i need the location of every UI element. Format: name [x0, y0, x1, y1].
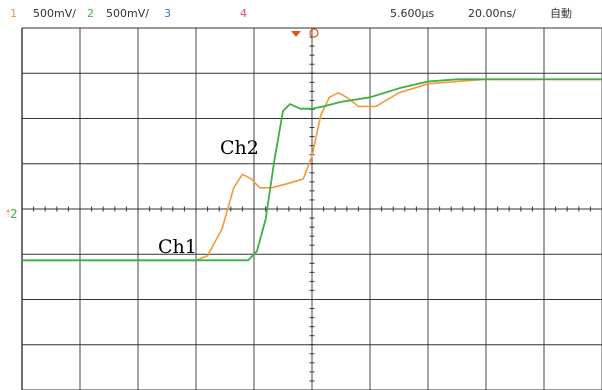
ch1-number: 1	[10, 7, 17, 20]
trigger-delay-icon	[309, 28, 319, 38]
ch2-annotation: Ch2	[220, 137, 259, 159]
trace-ch2	[22, 78, 602, 262]
trigger-position-icon	[291, 31, 301, 37]
ground-marker-label: 2	[10, 207, 18, 221]
time-offset: 5.600µs	[390, 7, 434, 20]
time-per-div: 20.00ns/	[468, 7, 516, 20]
ground-marker: ⇡ 2	[4, 207, 18, 221]
ch2-scale: 500mV/	[106, 7, 149, 20]
ch4-number: 4	[240, 7, 247, 20]
ch1-annotation: Ch1	[158, 236, 197, 258]
trace-ch1	[22, 78, 602, 262]
ground-marker-ch1-icon: ⇡	[4, 209, 12, 220]
trigger-mode: 自動	[550, 6, 572, 20]
ch1-scale: 500mV/	[33, 7, 76, 20]
trigger-marker	[291, 28, 319, 38]
ch2-number: 2	[87, 7, 94, 20]
graticule	[21, 27, 602, 390]
ch3-number: 3	[164, 7, 171, 20]
header-bar: 1 500mV/ 2 500mV/ 3 4 5.600µs 20.00ns/ 自…	[10, 6, 572, 20]
